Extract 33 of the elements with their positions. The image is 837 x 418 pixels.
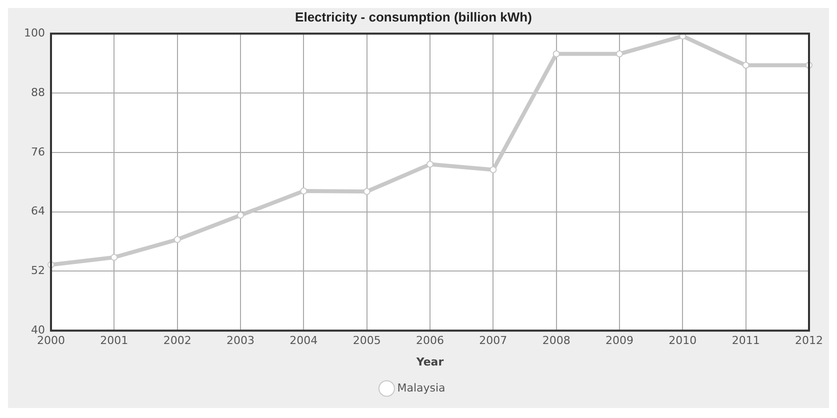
- point: [236, 212, 244, 219]
- y-tick-label: 64: [30, 204, 45, 218]
- x-axis-title: Year: [415, 355, 444, 368]
- point: [174, 236, 181, 244]
- point: [679, 34, 686, 40]
- legend-label: Malaysia: [397, 381, 446, 394]
- point: [363, 188, 370, 196]
- y-tick-label: 40: [30, 323, 45, 336]
- point: [616, 50, 623, 58]
- x-tick-label: 2002: [163, 334, 192, 348]
- x-tick-label: 2008: [542, 334, 570, 348]
- x-tick-label: 2003: [226, 334, 254, 348]
- x-tick-label: 2006: [416, 334, 444, 348]
- x-tick-label: 2012: [795, 334, 823, 348]
- y-tick-label: 88: [30, 86, 45, 99]
- x-tick-label: 2009: [606, 334, 634, 348]
- point: [742, 62, 750, 69]
- y-tick-label: 52: [30, 264, 45, 278]
- chart-title: Electricity - consumption (billion kWh): [295, 9, 532, 24]
- point: [490, 166, 497, 174]
- y-tick-label: 76: [30, 145, 45, 158]
- x-tick-label: 2004: [290, 334, 318, 348]
- point: [110, 254, 118, 261]
- x-tick-label: 2000: [36, 334, 65, 348]
- point: [300, 188, 308, 195]
- point: [552, 50, 560, 58]
- x-tick-label: 2005: [352, 334, 381, 348]
- x-tick-label: 2011: [732, 334, 760, 348]
- x-tick-label: 2007: [479, 334, 508, 348]
- y-tick-label: 100: [24, 26, 45, 40]
- point: [426, 160, 434, 168]
- x-tick-label: 2001: [100, 334, 128, 348]
- x-tick-label: 2010: [668, 334, 697, 348]
